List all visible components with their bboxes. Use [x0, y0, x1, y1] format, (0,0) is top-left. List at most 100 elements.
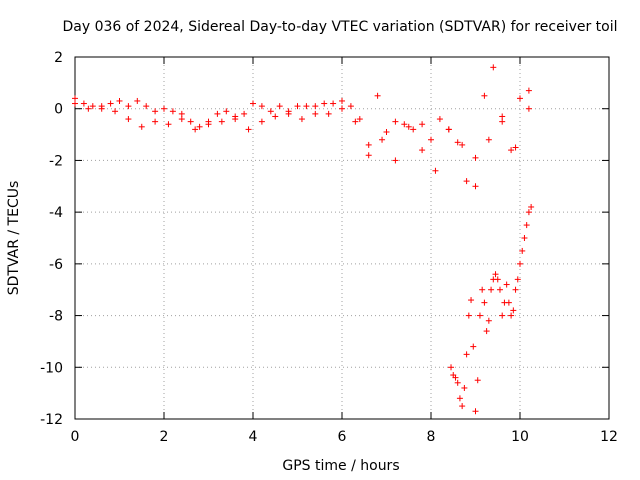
x-tick-label: 8: [427, 429, 436, 445]
data-point: [339, 97, 345, 104]
data-point: [454, 379, 461, 386]
data-point: [352, 118, 359, 125]
data-point: [214, 110, 221, 117]
data-point: [474, 377, 481, 384]
data-point: [383, 128, 390, 135]
data-point: [330, 100, 337, 107]
data-point: [483, 328, 490, 335]
data-point: [470, 343, 477, 350]
data-point: [258, 103, 265, 110]
data-point: [419, 121, 426, 128]
data-point: [250, 100, 256, 107]
x-tick-label: 4: [249, 429, 258, 445]
data-point: [499, 312, 506, 319]
x-tick-label: 0: [71, 429, 80, 445]
data-point: [98, 103, 105, 110]
data-point: [294, 103, 301, 110]
y-tick-label: -2: [49, 153, 63, 169]
data-point: [454, 139, 461, 146]
data-point: [325, 110, 332, 117]
data-point: [165, 121, 172, 128]
data-point: [463, 351, 470, 358]
data-point: [347, 103, 354, 110]
data-point: [196, 123, 203, 130]
data-point: [125, 116, 132, 123]
data-point: [459, 141, 466, 148]
data-point: [125, 103, 132, 110]
data-point: [258, 118, 265, 125]
data-point: [463, 178, 470, 185]
data-point: [107, 100, 114, 107]
data-point: [321, 100, 328, 107]
data-point: [505, 299, 512, 306]
data-point: [496, 286, 503, 293]
data-point: [436, 116, 443, 123]
data-point: [490, 64, 497, 71]
y-tick-label: -12: [40, 412, 63, 428]
data-point: [432, 167, 439, 174]
y-tick-label: -8: [49, 309, 63, 325]
data-point: [528, 203, 535, 210]
data-point: [461, 384, 468, 391]
axis-ticks: [74, 56, 610, 420]
data-point: [187, 118, 194, 125]
data-point: [517, 260, 523, 267]
y-tick-label: -10: [40, 360, 63, 376]
data-point: [514, 276, 521, 283]
data-point: [276, 103, 283, 110]
data-point: [134, 97, 141, 104]
data-point: [374, 92, 381, 99]
data-point: [499, 113, 506, 120]
tick-labels: 0 2 4 6 8 10 12 2 0 -2 -4 -6 -8 -10 -12: [40, 50, 618, 445]
data-point: [356, 116, 363, 123]
data-point: [485, 136, 492, 143]
data-point: [517, 95, 523, 102]
data-point: [192, 126, 199, 133]
data-point: [525, 209, 532, 216]
data-point: [312, 110, 319, 117]
data-point: [448, 364, 455, 371]
data-point: [80, 100, 87, 107]
y-axis-label: SDTVAR / TECUs: [6, 181, 22, 296]
chart-title: Day 036 of 2024, Sidereal Day-to-day VTE…: [62, 19, 617, 35]
data-point: [365, 141, 372, 148]
y-tick-label: 0: [54, 102, 63, 118]
data-point: [116, 97, 123, 104]
data-point: [419, 147, 426, 154]
data-point: [85, 105, 92, 112]
data-point: [476, 312, 483, 319]
data-point: [339, 105, 345, 112]
data-point: [456, 395, 463, 402]
data-point: [241, 110, 248, 117]
data-point: [452, 374, 459, 381]
data-point: [519, 247, 526, 254]
data-point: [472, 408, 479, 415]
data-point: [365, 152, 372, 159]
data-point: [205, 121, 212, 128]
data-point: [89, 103, 96, 110]
data-point: [392, 118, 399, 125]
data-point: [218, 118, 225, 125]
data-point: [401, 121, 408, 128]
data-point: [138, 123, 145, 130]
data-point: [525, 105, 532, 112]
data-point: [481, 299, 488, 306]
data-point: [488, 286, 495, 293]
data-point: [379, 136, 386, 143]
x-tick-label: 12: [600, 429, 618, 445]
y-tick-label: -6: [49, 257, 63, 273]
data-point: [72, 100, 78, 107]
data-point: [267, 108, 274, 115]
y-tick-label: 2: [54, 50, 63, 66]
data-point: [510, 307, 517, 314]
data-point: [178, 110, 185, 117]
data-points: [72, 64, 535, 415]
data-point: [392, 157, 399, 164]
data-point: [223, 108, 230, 115]
data-point: [472, 154, 479, 161]
data-point: [143, 103, 150, 110]
data-point: [245, 126, 252, 133]
data-point: [521, 235, 528, 241]
data-point: [169, 108, 176, 115]
